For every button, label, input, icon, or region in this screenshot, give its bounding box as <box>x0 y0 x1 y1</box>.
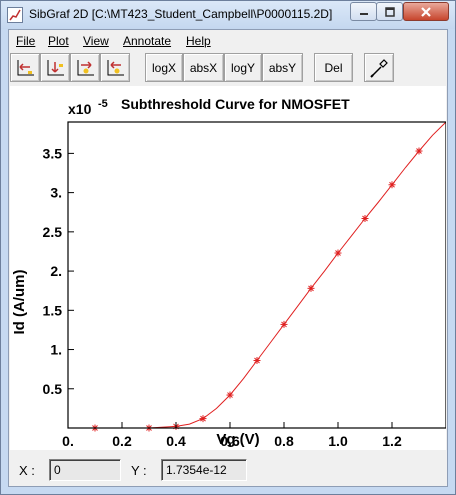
data-point-stroke <box>335 250 341 256</box>
axis-back-arrow-icon <box>107 59 124 75</box>
maximize-icon <box>384 6 395 17</box>
subthreshold-chart: x10 -5 Subthreshold Curve for NMOSFET Id… <box>11 96 447 449</box>
data-point <box>334 249 342 257</box>
menu-annotate[interactable]: Annotate <box>123 34 172 48</box>
logy-button[interactable]: logY <box>224 53 262 82</box>
data-point <box>415 147 423 155</box>
y-exponent: -5 <box>98 98 108 110</box>
data-point <box>253 357 261 365</box>
axis-down-arrow-icon <box>47 59 64 75</box>
maximize-button[interactable] <box>376 2 403 21</box>
absy-button[interactable]: absY <box>262 53 303 82</box>
data-point-stroke <box>308 285 314 292</box>
x-coord-field: 0 <box>49 459 121 481</box>
y-tick-label: 2.5 <box>43 224 63 240</box>
app-icon <box>7 7 23 23</box>
x-tick-label: 0.6 <box>220 433 240 449</box>
plot-frame <box>67 121 447 429</box>
data-point-stroke <box>362 215 368 222</box>
y-coord-label: Y : <box>131 463 147 478</box>
menu-bar: File Plot View Annotate Help <box>9 32 447 50</box>
data-point <box>307 284 315 292</box>
x-tick-label: 0.2 <box>112 433 132 449</box>
data-point <box>361 215 369 223</box>
data-point-stroke <box>281 321 287 328</box>
menu-file[interactable]: File <box>16 34 36 48</box>
menu-view[interactable]: View <box>83 34 109 48</box>
close-button[interactable] <box>403 2 449 21</box>
y-tick-label: 1. <box>50 342 62 358</box>
y-coord-field: 1.7354e-12 <box>161 459 247 481</box>
data-point-stroke <box>389 181 395 188</box>
x-tick-label: 0. <box>62 433 74 449</box>
data-point-stroke <box>200 415 206 422</box>
y-tick-label: 0.5 <box>43 381 63 397</box>
x-tick-label: 0.4 <box>166 433 186 449</box>
data-point <box>226 391 234 399</box>
probe-pen-icon <box>370 58 388 78</box>
data-point <box>280 320 288 328</box>
y-tick-label: 3.5 <box>43 145 63 161</box>
move-left-button[interactable] <box>10 53 40 82</box>
data-point <box>388 181 396 189</box>
move-right-button[interactable] <box>70 53 100 82</box>
data-point <box>199 415 207 423</box>
menu-plot[interactable]: Plot <box>48 34 69 48</box>
data-point-stroke <box>416 148 422 154</box>
move-back-button[interactable] <box>100 53 130 82</box>
axis-left-arrow-icon <box>17 59 34 75</box>
title-bar[interactable]: SibGraf 2D [C:\MT423_Student_Campbell\P0… <box>1 1 455 29</box>
plot-area[interactable]: x10 -5 Subthreshold Curve for NMOSFET Id… <box>10 86 447 450</box>
logx-button[interactable]: logX <box>145 53 183 82</box>
y-axis-label: Id (A/um) <box>11 270 28 335</box>
window-title: SibGraf 2D [C:\MT423_Student_Campbell\P0… <box>29 7 333 21</box>
probe-button[interactable] <box>364 53 394 82</box>
y-exponent-base: x10 <box>68 101 92 117</box>
delete-button[interactable]: Del <box>314 53 353 82</box>
absx-button[interactable]: absX <box>183 53 224 82</box>
minimize-icon <box>359 12 368 15</box>
close-icon <box>421 6 431 17</box>
minimize-button[interactable] <box>350 2 377 21</box>
move-down-button[interactable] <box>40 53 70 82</box>
data-point-stroke <box>254 357 260 364</box>
x-tick-label: 1.0 <box>328 433 348 449</box>
client-area: File Plot View Annotate Help <box>8 29 448 487</box>
series-line <box>68 121 447 429</box>
chart-title: Subthreshold Curve for NMOSFET <box>121 96 350 112</box>
y-tick-label: 2. <box>50 263 62 279</box>
y-tick-label: 3. <box>50 185 62 201</box>
toolbar: logX absX logY absY Del <box>9 50 447 84</box>
status-bar: X : 0 Y : 1.7354e-12 <box>9 454 447 486</box>
x-tick-label: 0.8 <box>274 433 294 449</box>
x-axis-label: Vg (V) <box>216 431 259 448</box>
y-tick-label: 1.5 <box>43 302 63 318</box>
x-tick-label: 1.2 <box>382 433 402 449</box>
menu-help[interactable]: Help <box>186 34 211 48</box>
data-point-stroke <box>227 392 233 398</box>
x-coord-label: X : <box>19 463 35 478</box>
axis-right-arrow-icon <box>77 59 94 75</box>
